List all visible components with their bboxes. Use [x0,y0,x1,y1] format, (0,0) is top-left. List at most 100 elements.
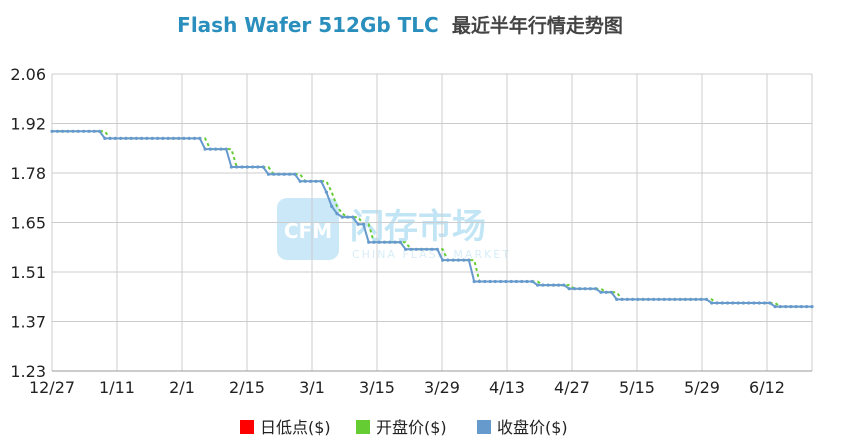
close-price-point [646,297,651,301]
close-price-point [229,165,233,169]
close-price-point [251,165,255,169]
close-price-point [667,297,672,301]
close-price-point [514,279,519,284]
close-price-point [472,279,476,284]
close-price-point [747,301,751,305]
legend-item[interactable]: 日低点($) [240,418,331,437]
x-tick-label: 5/15 [619,378,655,397]
close-price-point [794,305,798,309]
close-price-point [319,179,323,183]
close-price-point [404,247,408,251]
watermark-logo-box [277,198,339,260]
close-price-point [736,301,740,305]
y-axis: 2.06 1.92 1.78 1.65 1.51 1.37 1.23 [10,65,46,381]
close-price-point [551,283,556,287]
close-price-point [235,165,239,169]
close-price-point [161,136,165,140]
close-price-point [477,279,482,284]
close-price-point [704,297,709,301]
close-price-point [76,129,80,133]
close-price-point [92,129,96,133]
close-price-point [752,301,756,305]
close-price-point [657,297,661,301]
close-price-point [625,297,629,301]
close-price-point [224,147,228,151]
x-axis: 12/27 1/11 2/1 2/15 3/1 3/15 3/29 4/13 4/27 5/15 5… [29,370,812,397]
close-price-point [578,287,582,291]
close-price-point [636,297,640,301]
close-price-point [726,301,730,305]
close-price-point [393,240,397,244]
close-price-point [441,258,445,262]
close-price-point [493,279,497,284]
legend-label: 开盘价($) [376,418,447,437]
close-price-point [266,172,270,176]
legend-label: 收盘价($) [497,418,568,437]
chart-subtitle: 最近半年行情走势图 [452,14,623,37]
y-tick-label: 1.23 [10,362,46,381]
close-price-point [446,258,450,262]
close-price-point [356,222,360,226]
close-price-point [303,179,307,183]
close-price-point [119,136,123,140]
close-price-point [641,297,645,301]
close-price-point [741,301,746,305]
x-tick-label: 3/15 [359,378,395,397]
close-price-point [203,147,207,151]
chart-title-group: Flash Wafer 512Gb TLC 最近半年行情走势图 [177,13,623,37]
close-price-point [689,297,693,301]
close-price-point [198,136,202,140]
close-price-point [720,301,724,305]
close-price-point [208,147,212,151]
watermark-subtext: CHINA FLASH MARKET [352,248,511,261]
svg-text:Flash Wafer 512Gb TLC 最近: Flash Wafer 512Gb TLC 最近半年行情走势图 [177,13,623,37]
x-tick-label: 5/29 [684,378,720,397]
close-price-point [66,129,70,133]
close-price-point [277,172,281,176]
close-price-point [762,301,767,305]
legend-item[interactable]: 开盘价($) [356,418,447,437]
close-price-point [451,258,455,262]
close-price-point [71,129,75,133]
y-tick-label: 1.78 [10,164,46,183]
close-price-point [710,301,714,305]
close-price-point [171,136,175,140]
close-price-point [50,129,54,133]
series-close [50,129,814,309]
close-price-point [113,136,117,140]
x-tick-label: 2/15 [229,378,265,397]
close-price-point [324,190,328,194]
close-price-point [467,258,471,262]
legend-item[interactable]: 收盘价($) [477,418,568,437]
close-price-point [699,297,703,301]
x-tick-label: 12/27 [29,378,75,397]
legend: 日低点($) 开盘价($) 收盘价($) [240,418,568,437]
close-price-point [55,129,59,133]
close-price-point [562,283,566,287]
close-price-point [499,279,503,284]
close-price-point [520,279,524,284]
close-price-point [82,129,86,133]
close-price-point [287,172,292,176]
close-price-point [182,136,186,140]
close-price-point [124,136,128,140]
y-tick-label: 1.65 [10,214,46,233]
legend-swatch [356,420,370,434]
close-price-point [372,240,376,244]
close-price-point [810,305,814,309]
close-price-point [298,179,302,183]
close-price-point [367,240,371,244]
close-price-point [382,240,387,244]
close-price-point [261,165,265,169]
close-price-point [609,290,614,294]
x-tick-label: 2/1 [169,378,195,397]
close-price-point [282,172,286,176]
close-price-point [530,279,534,284]
close-price-point [156,136,160,140]
close-price-point [673,297,677,301]
close-price-point [615,297,619,301]
close-price-point [778,305,782,309]
close-price-point [525,279,529,284]
close-price-point [799,305,804,309]
